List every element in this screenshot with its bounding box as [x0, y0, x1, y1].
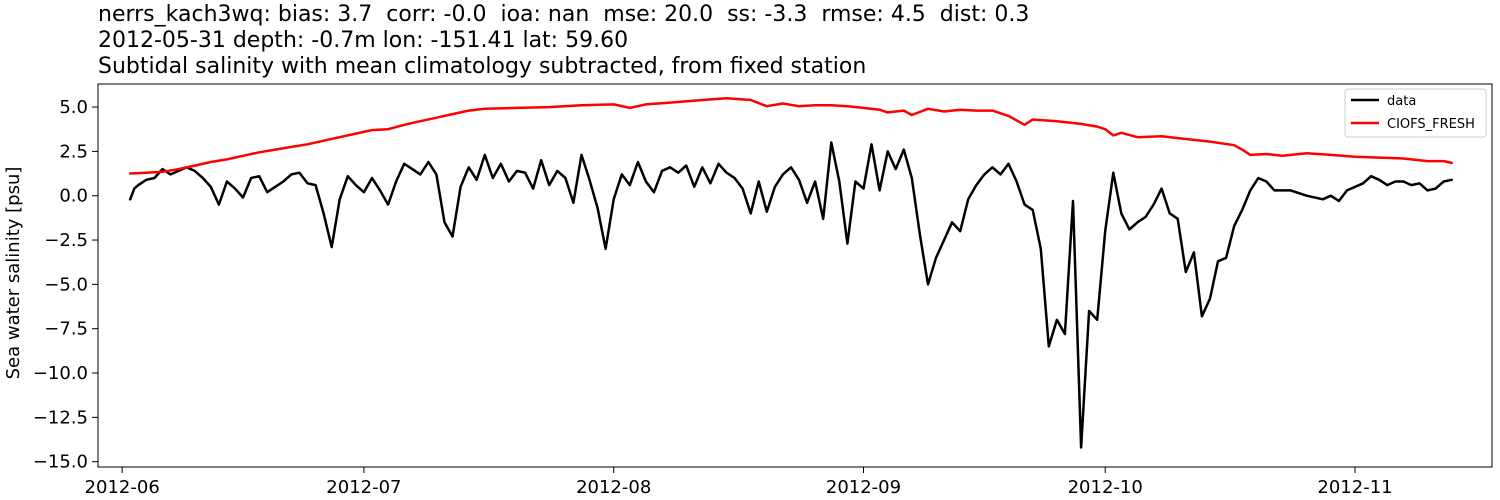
legend-label-data: data [1387, 94, 1416, 109]
legend-box [1344, 88, 1487, 138]
x-tick-label: 2012-06 [85, 477, 160, 498]
legend-label-ciofs-fresh: CIOFS_FRESH [1387, 117, 1475, 132]
x-tick-label: 2012-09 [826, 477, 901, 498]
plot-area: 5.0 2.5 0.0 −2.5 −5.0 −7.5 −10.0 −12.5 −15.0 2012… [33, 83, 1493, 498]
y-tick-label: −2.5 [44, 230, 88, 251]
x-tick-label: 2012-11 [1317, 477, 1392, 498]
y-axis-label: Sea water salinity [psu] [3, 167, 24, 380]
description-title: Subtidal salinity with mean climatology … [98, 54, 867, 79]
y-tick-label: 0.0 [59, 186, 88, 207]
series-line-data [128, 141, 1453, 449]
y-tick-label: 2.5 [59, 141, 88, 162]
y-tick-label: −5.0 [44, 274, 88, 295]
x-tick-label: 2012-07 [326, 477, 401, 498]
plot-frame [97, 83, 1493, 468]
y-tick-label: −7.5 [44, 319, 88, 340]
x-tick-label: 2012-08 [576, 477, 651, 498]
y-tick-label: −15.0 [33, 452, 88, 473]
chart-title-block: nerrs_kach3wq: bias: 3.7 corr: -0.0 ioa:… [98, 2, 1029, 80]
y-tick-label: 5.0 [59, 97, 88, 118]
y-tick-label: −10.0 [33, 363, 88, 384]
station-info-title: 2012-05-31 depth: -0.7m lon: -151.41 lat… [98, 28, 629, 53]
x-tick-label: 2012-10 [1068, 477, 1143, 498]
stats-title: nerrs_kach3wq: bias: 3.7 corr: -0.0 ioa:… [98, 2, 1030, 27]
series-line-ciofs-fresh [128, 96, 1453, 175]
y-tick-label: −12.5 [33, 407, 88, 428]
